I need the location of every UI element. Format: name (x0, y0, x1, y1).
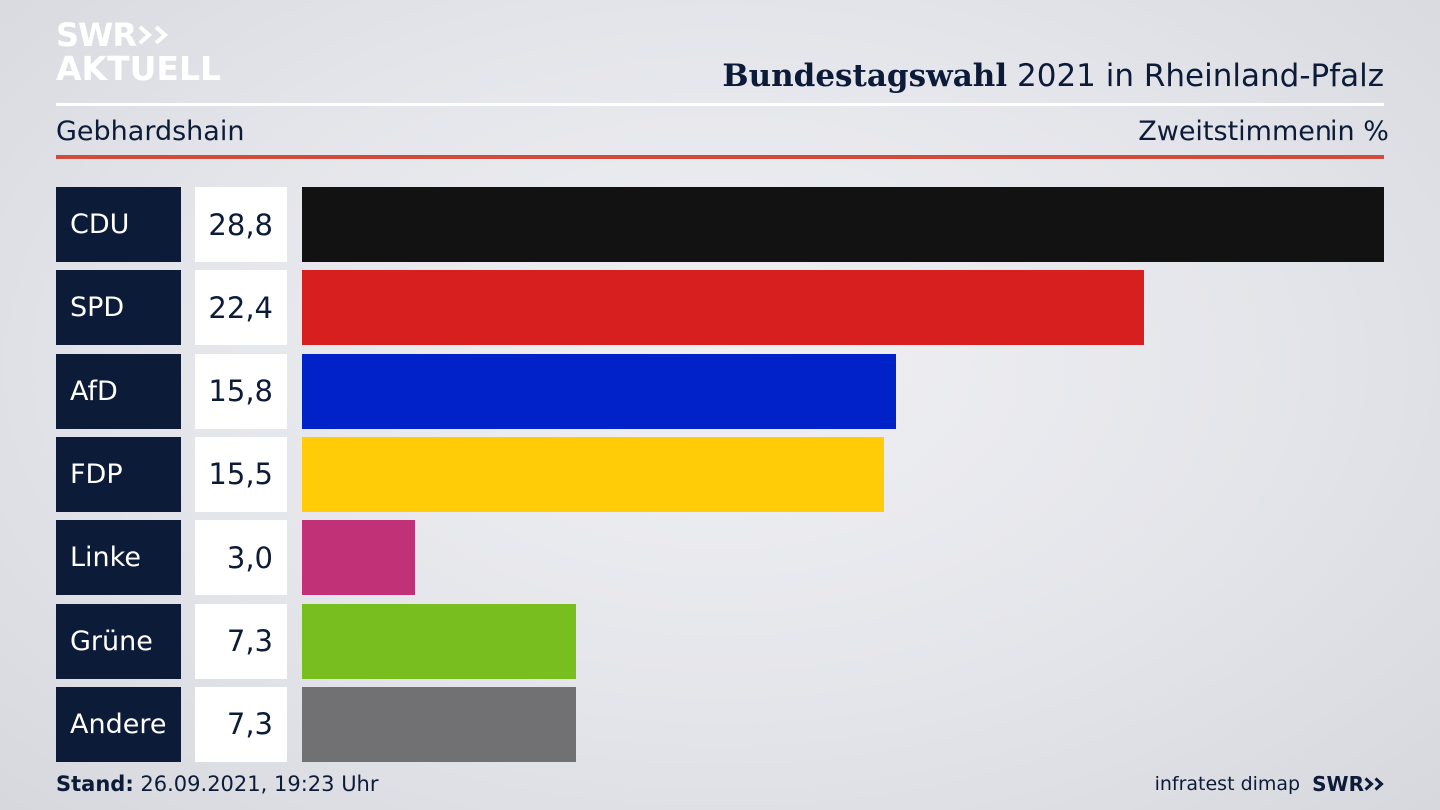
footer-swr-text: SWR (1312, 772, 1364, 796)
value-label: 15,5 (195, 436, 287, 512)
value-label: 7,3 (195, 603, 287, 679)
footer-chevron-icon (1364, 777, 1374, 791)
place-name: Gebhardshain (56, 116, 245, 147)
stand-label: Stand: (56, 772, 134, 796)
logo-swr-text: SWR (56, 16, 137, 54)
footer-swr-logo: SWR (1312, 772, 1384, 796)
party-label: FDP (56, 436, 181, 512)
accent-divider (56, 155, 1384, 159)
party-label: CDU (56, 187, 181, 262)
bar-row: FDP 15,5 (0, 436, 1440, 512)
value-label: 3,0 (195, 520, 287, 596)
bar (302, 187, 1384, 262)
party-label: Linke (56, 520, 181, 596)
logo-aktuell-text: AKTUELL (56, 49, 222, 88)
party-label: Grüne (56, 603, 181, 679)
value-label: 22,4 (195, 270, 287, 346)
header-divider (56, 103, 1384, 106)
swr-aktuell-logo: SWR AKTUELL (56, 18, 221, 86)
bar-row: Grüne 7,3 (0, 603, 1440, 679)
bar (302, 353, 896, 429)
bar-row: CDU 28,8 (0, 187, 1440, 262)
footer-credits: infratest dimap SWR (1155, 772, 1384, 796)
value-label: 15,8 (195, 353, 287, 429)
party-label: Andere (56, 686, 181, 762)
title-rest: 2021 in Rheinland-Pfalz (1017, 58, 1384, 94)
bar-row: AfD 15,8 (0, 353, 1440, 429)
value-label: 28,8 (195, 187, 287, 262)
unit-label: in % (1330, 116, 1389, 147)
logo-chevron-icon (154, 25, 168, 45)
vote-type: Zweitstimmen (1138, 116, 1332, 147)
bar (302, 520, 415, 596)
chart-title: Bundestagswahl 2021 in Rheinland-Pfalz (722, 58, 1384, 94)
institute-name: infratest dimap (1154, 773, 1301, 795)
bar-row: SPD 22,4 (0, 270, 1440, 346)
bar (302, 603, 576, 679)
footer-chevron-icon (1374, 777, 1384, 791)
party-label: AfD (56, 353, 181, 429)
bar-row: Andere 7,3 (0, 686, 1440, 762)
bar-row: Linke 3,0 (0, 520, 1440, 596)
bar (302, 686, 576, 762)
value-label: 7,3 (195, 686, 287, 762)
stand-value: 26.09.2021, 19:23 Uhr (140, 772, 379, 796)
bar (302, 436, 884, 512)
timestamp: Stand: 26.09.2021, 19:23 Uhr (56, 772, 379, 796)
bar (302, 270, 1144, 346)
title-bold: Bundestagswahl (722, 58, 1008, 94)
logo-chevron-icon (138, 25, 152, 45)
party-label: SPD (56, 270, 181, 346)
